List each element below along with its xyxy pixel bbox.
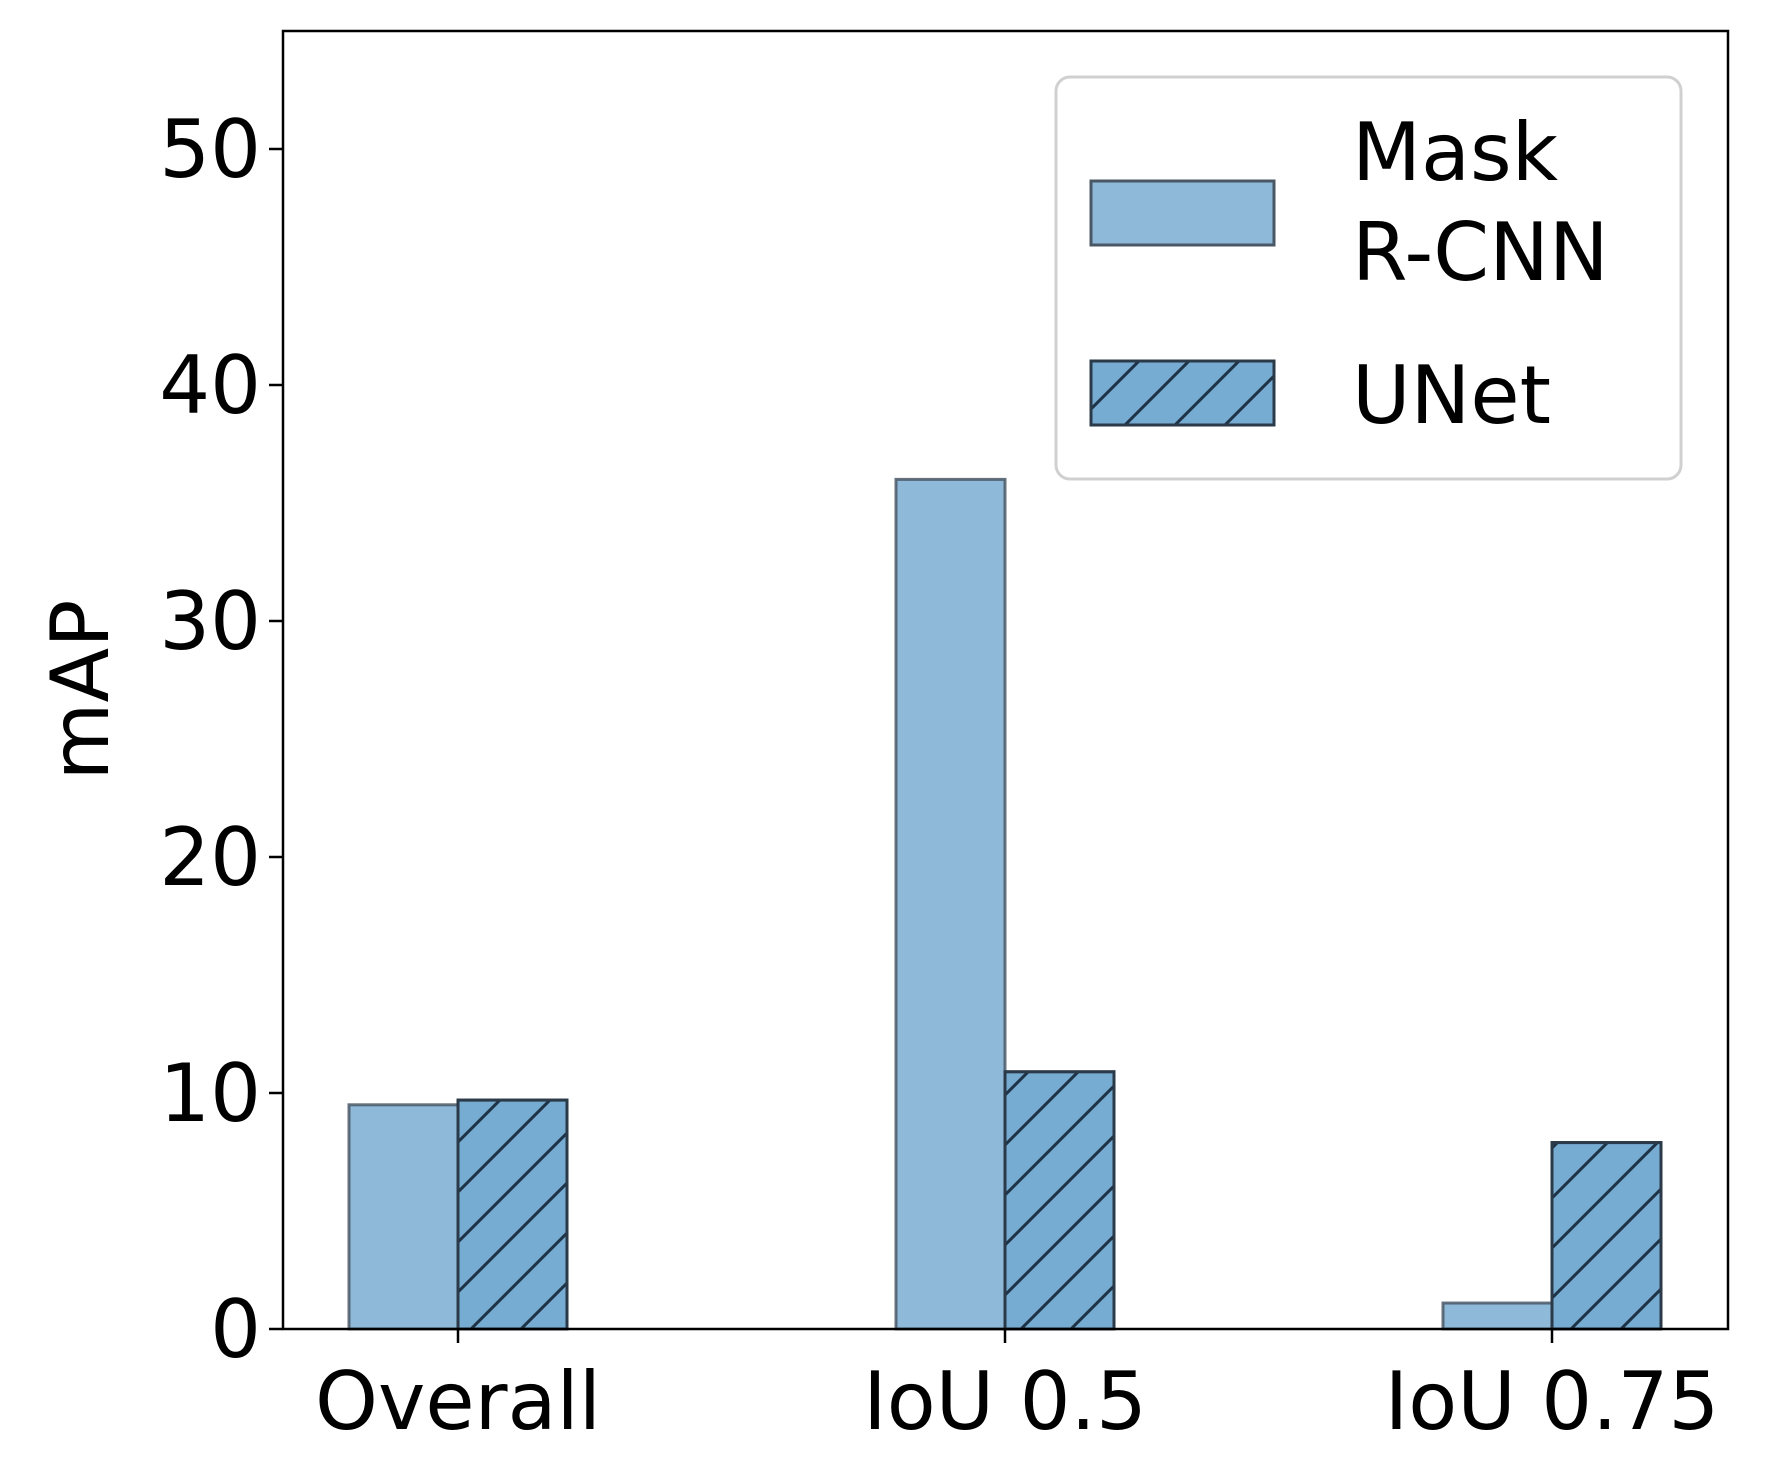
- y-tick-label: 10: [159, 1047, 261, 1140]
- y-tick-label: 20: [159, 811, 261, 904]
- legend-swatch-0: [1089, 179, 1276, 247]
- x-tick-label: Overall: [315, 1355, 601, 1448]
- x-tick-label: IoU 0.5: [863, 1355, 1147, 1448]
- bar-mask-rcnn-1: [894, 477, 1007, 1331]
- y-tick-label: 30: [159, 575, 261, 668]
- bar-hatch-2: [1550, 1141, 1663, 1331]
- x-tick-label: IoU 0.75: [1385, 1355, 1720, 1448]
- legend: Mask R-CNN UNet: [1054, 75, 1683, 481]
- bar-mask-rcnn-2: [1441, 1301, 1554, 1331]
- y-tick-label: 0: [210, 1283, 261, 1376]
- y-tick-label: 50: [159, 103, 261, 196]
- axes: 0 10 20 30 40 50 Overall IoU 0.5 IoU 0.75: [159, 29, 1730, 1448]
- bar-hatch-1: [1003, 1070, 1116, 1331]
- legend-swatch-hatch: [1089, 359, 1276, 427]
- bar-mask-rcnn-0: [347, 1103, 460, 1331]
- legend-label-1: UNet: [1352, 349, 1551, 442]
- bar-hatch-0: [456, 1098, 569, 1331]
- y-axis-label: mAP: [34, 600, 127, 781]
- y-tick-label: 40: [159, 339, 261, 432]
- bars: [347, 477, 1663, 1331]
- legend-label-0: Mask R-CNN: [1352, 106, 1609, 299]
